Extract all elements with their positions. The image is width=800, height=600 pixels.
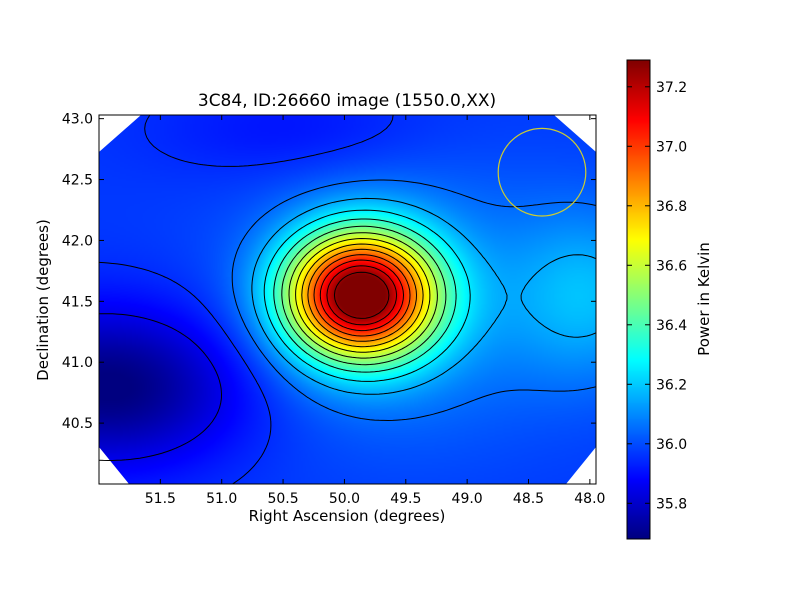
- contour-level-11: [313, 254, 411, 337]
- colorbar-frame: [626, 59, 651, 540]
- contour-level-0: [99, 313, 222, 461]
- y-tick-label: 43.0: [62, 112, 93, 128]
- plot-area: [98, 114, 597, 485]
- colorbar-gradient: [627, 60, 650, 539]
- colorbar-tick-label: 36.4: [656, 318, 687, 334]
- colorbar: 35.8 36.0 36.2 36.4 36.6 36.8 37.0 37.2 Power i…: [626, 59, 713, 540]
- colorbar-tick-label: 37.0: [656, 139, 687, 155]
- chart-title: 3C84, ID:26660 image (1550.0,XX): [198, 91, 496, 111]
- y-tick-label: 42.0: [62, 233, 93, 249]
- x-tick-label: 49.0: [452, 491, 483, 507]
- x-axis-ticks: 51.5 51.0 50.5 50.0 49.5 49.0 48.5 48.0: [145, 115, 605, 507]
- colorbar-ticks: 35.8 36.0 36.2 36.4 36.6 36.8 37.0 37.2: [627, 80, 687, 512]
- contour-lines: [99, 115, 596, 484]
- contour-level-4: [263, 209, 471, 382]
- y-axis-ticks: 40.5 41.0 41.5 42.0 42.5 43.0: [62, 112, 596, 432]
- x-tick-label: 48.5: [513, 491, 544, 507]
- contour-level-3: [251, 197, 596, 395]
- x-axis-label: Right Ascension (degrees): [249, 507, 446, 525]
- colorbar-tick-label: 36.0: [656, 437, 687, 453]
- contour-level-10: [307, 248, 417, 342]
- beam-circle: [497, 127, 587, 217]
- contour-level-6: [281, 225, 447, 366]
- x-tick-label: 49.5: [390, 491, 421, 507]
- contour-level-9: [301, 243, 424, 348]
- heatmap-image: [99, 115, 596, 484]
- y-tick-label: 41.0: [62, 355, 93, 371]
- colorbar-label: Power in Kelvin: [695, 242, 713, 356]
- contour-level-8: [295, 238, 431, 353]
- plot-frame: [98, 114, 597, 485]
- x-tick-label: 51.5: [145, 491, 176, 507]
- x-tick-label: 51.0: [206, 491, 237, 507]
- contour-level-1: [99, 115, 394, 484]
- x-tick-label: 48.0: [574, 491, 605, 507]
- contour-level-14: [333, 271, 390, 319]
- y-tick-label: 42.5: [62, 173, 93, 189]
- colorbar-tick-label: 36.6: [656, 258, 687, 274]
- contour-level-5: [273, 218, 457, 373]
- x-tick-label: 50.0: [329, 491, 360, 507]
- contour-level-13: [326, 265, 398, 326]
- contour-level-7: [288, 232, 438, 359]
- contour-level-2: [231, 179, 596, 421]
- y-tick-label: 41.5: [62, 294, 93, 310]
- y-tick-label: 40.5: [62, 416, 93, 432]
- colorbar-tick-label: 37.2: [656, 80, 687, 96]
- y-axis-label: Declination (degrees): [34, 219, 52, 381]
- colorbar-tick-label: 36.2: [656, 377, 687, 393]
- colorbar-tick-label: 35.8: [656, 496, 687, 512]
- x-tick-label: 50.5: [267, 491, 298, 507]
- contour-level-12: [319, 259, 404, 332]
- colorbar-tick-label: 36.8: [656, 199, 687, 215]
